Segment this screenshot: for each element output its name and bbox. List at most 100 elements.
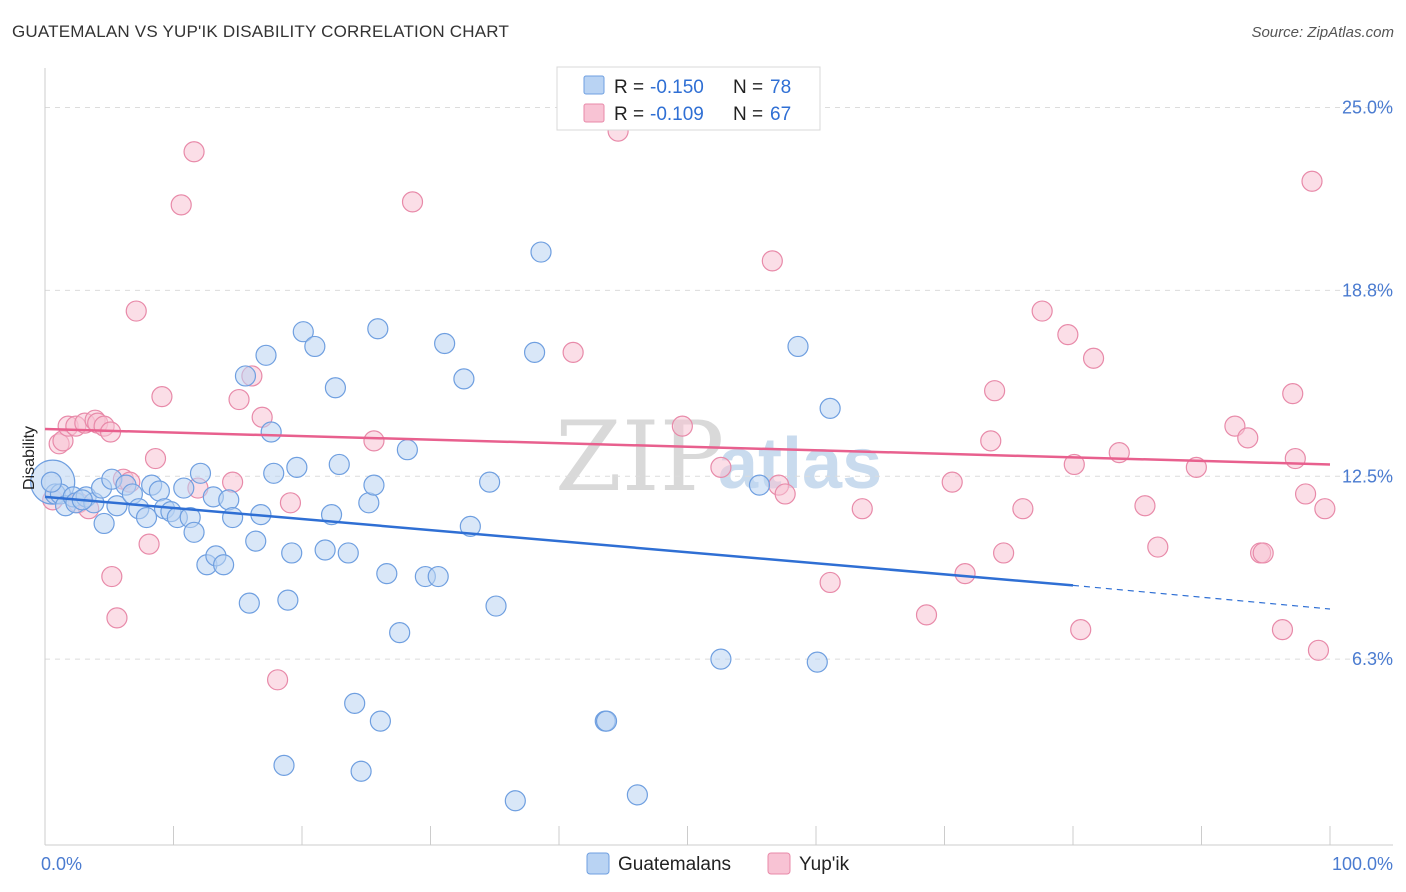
guatemalans-point xyxy=(234,365,257,387)
guatemalans-point xyxy=(304,335,326,358)
yupik-point xyxy=(761,250,783,272)
guatemalans-point xyxy=(218,489,240,511)
bottom-legend: Guatemalans Yup'ik xyxy=(586,852,850,875)
guatemalans-point xyxy=(389,621,411,644)
guatemalan-points xyxy=(30,241,841,812)
yupik-point xyxy=(671,415,693,437)
yupik-point xyxy=(1012,498,1034,520)
yupik-point xyxy=(1063,453,1085,476)
guatemalans-trend-extension xyxy=(1072,584,1331,610)
guatemalans-point xyxy=(148,480,170,502)
axes xyxy=(44,68,1393,846)
legend-r-label-1: R = xyxy=(614,77,644,98)
guatemalans-point xyxy=(320,503,343,526)
yupik-point xyxy=(819,571,841,594)
guatemalans-point xyxy=(479,471,501,493)
yupik-point xyxy=(1314,498,1336,520)
watermark-atlas: atlas xyxy=(718,424,882,504)
y-tick-label: 18.8% xyxy=(1342,280,1393,300)
x-tick-label-start: 0.0% xyxy=(41,854,82,874)
guatemalans-point xyxy=(273,754,295,776)
yupik-point xyxy=(183,141,205,163)
guatemalans-point xyxy=(222,506,244,529)
y-tick-label: 6.3% xyxy=(1352,649,1393,669)
guatemalans-point xyxy=(530,241,552,263)
guatemalans-point xyxy=(453,368,475,390)
yupik-point xyxy=(1134,495,1156,517)
yupik-point xyxy=(1307,639,1330,661)
yupik-point xyxy=(1294,483,1317,505)
guatemalans-point xyxy=(135,506,158,529)
legend: R = -0.150 N = 78 R = -0.109 N = 67 xyxy=(556,66,821,131)
guatemalans-point xyxy=(173,477,195,499)
guatemalans-point xyxy=(363,474,385,496)
guatemalans-point xyxy=(189,462,212,484)
guatemalans-point xyxy=(787,335,809,358)
yupik-point xyxy=(101,565,123,588)
legend-n-label-1: N = xyxy=(733,77,763,98)
x-tick-label-end: 100.0% xyxy=(1332,854,1393,874)
yupik-point xyxy=(401,191,424,213)
trend-lines xyxy=(44,427,1331,610)
bottom-legend-swatch-guatemalans xyxy=(586,852,610,875)
yupik-point xyxy=(710,456,732,478)
guatemalans-point xyxy=(40,471,63,493)
bottom-legend-guatemalans: Guatemalans xyxy=(618,854,731,875)
tick-labels: 6.3% 12.5% 18.8% 25.0% 0.0% 100.0% xyxy=(41,98,1393,875)
yupik-point xyxy=(562,341,584,363)
yupik-point xyxy=(170,194,192,216)
guatemalans-point xyxy=(106,495,128,517)
yupik-point xyxy=(1057,324,1079,346)
yupik-point xyxy=(993,542,1015,564)
guatemalans-point xyxy=(337,542,359,564)
yupik-point xyxy=(106,607,128,629)
yupik-point xyxy=(266,669,289,691)
guatemalans-point xyxy=(324,377,347,399)
guatemalans-point xyxy=(260,421,282,443)
guatemalans-point xyxy=(350,760,372,782)
watermark-zip: ZIP xyxy=(555,401,724,513)
guatemalans-point xyxy=(459,515,481,538)
legend-r-value-1: -0.150 xyxy=(650,77,704,98)
yupik-point xyxy=(1082,347,1105,369)
yupik-point xyxy=(774,483,796,505)
guatemalans-point xyxy=(819,397,841,419)
guatemalans-point xyxy=(183,521,205,543)
y-axis-label: Disability xyxy=(21,426,38,490)
guatemalans-point xyxy=(245,530,267,552)
yupik-point xyxy=(984,380,1006,402)
guatemalans-point xyxy=(328,453,350,476)
yupik-point xyxy=(1185,456,1207,478)
y-tick-label: 12.5% xyxy=(1342,466,1393,486)
guatemalans-point xyxy=(427,565,449,588)
yupik-point xyxy=(363,430,385,452)
guatemalans-point xyxy=(595,710,618,732)
yupik-point xyxy=(1282,383,1304,405)
chart-title: GUATEMALAN VS YUP'IK DISABILITY CORRELAT… xyxy=(12,22,510,41)
guatemalans-point xyxy=(213,554,235,576)
yupik-point xyxy=(941,471,963,493)
yupik-trend-line xyxy=(44,427,1331,466)
legend-n-value-2: 67 xyxy=(770,104,791,125)
yupik-point xyxy=(228,388,250,411)
yupik-point xyxy=(1301,170,1323,192)
guatemalans-point xyxy=(523,341,546,363)
guatemalans-point xyxy=(344,692,366,715)
guatemalans-point xyxy=(806,651,828,673)
yupik-point xyxy=(144,447,167,470)
guatemalans-point xyxy=(277,589,299,611)
guatemalans-point xyxy=(263,462,285,484)
guatemalans-point xyxy=(286,456,308,478)
guatemalans-point xyxy=(281,542,303,564)
guatemalans-point xyxy=(367,318,389,340)
yupik-point xyxy=(1237,427,1259,449)
y-tick-label: 25.0% xyxy=(1342,98,1393,118)
yupik-point xyxy=(125,300,147,322)
guatemalans-point xyxy=(369,710,391,732)
yupik-point xyxy=(954,562,976,585)
guatemalans-point xyxy=(504,790,526,812)
guatemalans-trend-line xyxy=(44,495,1074,587)
guatemalans-point xyxy=(292,321,314,343)
bottom-legend-swatch-yupik xyxy=(767,852,791,875)
